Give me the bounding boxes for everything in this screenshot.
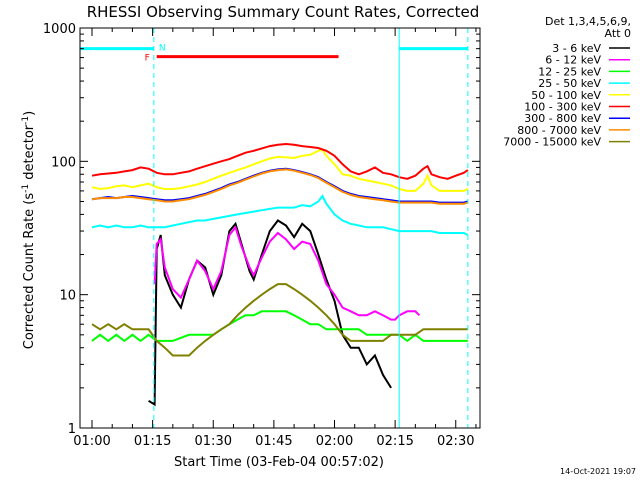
series-layer xyxy=(91,142,469,407)
legend-label-5: 100 - 300 keV xyxy=(524,101,601,114)
footer-timestamp: 14-Oct-2021 19:07 xyxy=(560,467,636,476)
series-line-8 xyxy=(91,283,468,357)
series-line-2 xyxy=(91,310,468,343)
y-tick-label-2: 100 xyxy=(51,155,76,170)
x-tick-label-5: 02:15 xyxy=(376,434,413,449)
legend-label-3: 25 - 50 keV xyxy=(538,77,601,90)
series-line-4 xyxy=(91,148,469,192)
legend-label-0: 3 - 6 keV xyxy=(552,42,601,55)
x-tick-label-4: 02:00 xyxy=(316,434,353,449)
night-label: N xyxy=(159,44,166,54)
tick-layer: 01:00 01:15 01:30 01:45 02:00 02:15 02:30 1 10 10… xyxy=(43,22,480,449)
x-tick-label-0: 01:00 xyxy=(73,434,110,449)
x-tick-label-6: 02:30 xyxy=(437,434,474,449)
legend-label-8: 7000 - 15000 keV xyxy=(503,136,601,149)
x-tick-label-1: 01:15 xyxy=(134,434,171,449)
y-tick-label-1: 10 xyxy=(59,289,76,304)
flare-label: F xyxy=(145,54,150,64)
y-axis-label-sup2: -1 xyxy=(21,116,31,125)
y-axis-label-sup1: -1 xyxy=(21,184,31,193)
legend-label-1: 6 - 12 keV xyxy=(545,54,601,67)
y-axis-label: Corrected Count Rate (s-1 detector-1) xyxy=(21,111,37,349)
y-axis-label-end: ) xyxy=(22,111,37,116)
legend-header-detectors: Det 1,3,4,5,6,9, xyxy=(545,15,631,28)
chart-title: RHESSI Observing Summary Count Rates, Co… xyxy=(87,3,480,21)
x-tick-label-3: 01:45 xyxy=(255,434,292,449)
legend-label-6: 300 - 800 keV xyxy=(524,112,601,125)
y-tick-label-3: 1000 xyxy=(43,22,76,37)
legend-header-attenuator: Att 0 xyxy=(605,27,631,40)
y-axis-label-mid: detector xyxy=(22,124,37,184)
plot-frame xyxy=(79,27,481,429)
series-line-7 xyxy=(91,168,469,205)
y-axis-label-main: Corrected Count Rate (s xyxy=(22,193,37,350)
x-axis-label: Start Time (03-Feb-04 00:57:02) xyxy=(174,455,384,470)
series-line-1 xyxy=(153,225,421,321)
legend-label-7: 800 - 7000 keV xyxy=(517,124,601,137)
legend-label-2: 12 - 25 keV xyxy=(538,65,601,78)
y-tick-label-0: 1 xyxy=(68,422,76,437)
series-line-5 xyxy=(91,142,469,180)
legend-label-4: 50 - 100 keV xyxy=(531,89,601,102)
annotation-layer: NF xyxy=(80,28,469,428)
x-tick-label-2: 01:30 xyxy=(195,434,232,449)
series-line-3 xyxy=(91,194,469,236)
